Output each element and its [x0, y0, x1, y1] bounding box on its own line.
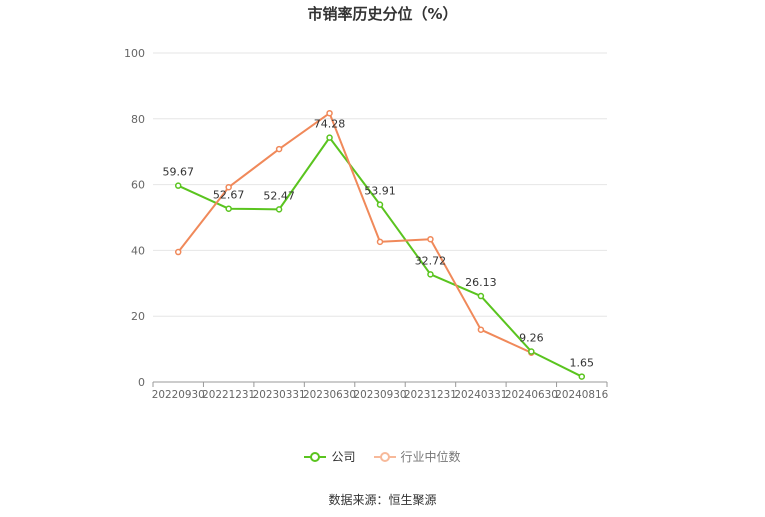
data-point-industry-median [174, 248, 182, 256]
data-label-company: 52.67 [213, 189, 245, 202]
data-point-industry-median [275, 145, 283, 153]
data-point-company [326, 134, 333, 141]
series-line-industry-median [177, 112, 532, 354]
x-tick-label: 20240630 [505, 389, 558, 401]
data-label-company: 32.72 [415, 254, 447, 267]
y-tick-label: 20 [131, 310, 145, 323]
data-label-company: 74.28 [314, 118, 346, 131]
data-point-company [275, 206, 283, 213]
data-point-company [225, 205, 232, 212]
legend-item-company[interactable]: 公司 [304, 448, 356, 465]
x-tick-label: 20240331 [454, 389, 507, 401]
y-tick-label: 100 [124, 47, 145, 60]
x-tick-label: 20230930 [354, 389, 407, 401]
data-label-company: 9.26 [519, 332, 544, 345]
x-tick-label: 20220930 [152, 389, 205, 401]
data-source-note: 数据来源：恒生聚源 [328, 493, 437, 507]
chart-title: 市销率历史分位（%） [307, 5, 458, 23]
data-label-company: 26.13 [465, 276, 497, 289]
data-label-company: 59.67 [162, 166, 194, 179]
data-point-company [427, 271, 434, 278]
data-label-company: 52.47 [263, 189, 295, 202]
legend-marker-industry-median-icon [373, 451, 396, 462]
x-tick-label: 20230331 [253, 389, 306, 401]
data-label-company: 53.91 [364, 185, 396, 198]
legend-label-company: 公司 [331, 450, 356, 464]
y-tick-label: 60 [131, 179, 145, 192]
data-point-industry-median [326, 109, 333, 117]
legend-label-industry-median: 行业中位数 [400, 450, 461, 464]
data-label-company: 1.65 [570, 357, 595, 370]
y-tick-label: 0 [138, 376, 145, 389]
chart-legend: 公司 行业中位数 [0, 448, 765, 465]
legend-item-industry-median[interactable]: 行业中位数 [373, 448, 461, 465]
x-tick-label: 20221231 [202, 389, 255, 401]
data-point-company [174, 182, 182, 189]
x-tick-label: 20230630 [303, 389, 356, 401]
x-tick-label: 20231231 [404, 389, 457, 401]
data-point-industry-median [477, 326, 485, 333]
y-tick-label: 80 [131, 113, 145, 126]
data-point-company [477, 292, 485, 300]
data-point-industry-median [225, 183, 232, 191]
data-point-industry-median [376, 238, 384, 246]
data-point-company [528, 348, 535, 355]
data-point-industry-median [427, 235, 434, 243]
y-tick-label: 40 [131, 244, 145, 257]
data-point-company [376, 201, 384, 208]
legend-marker-company-icon [304, 451, 327, 462]
data-point-company [578, 373, 586, 380]
x-tick-label: 20240816 [555, 389, 608, 401]
